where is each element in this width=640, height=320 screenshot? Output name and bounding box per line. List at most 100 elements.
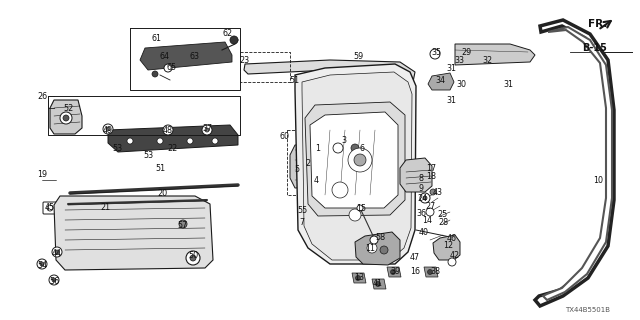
Polygon shape [433, 235, 460, 260]
Text: 49: 49 [103, 125, 113, 134]
Circle shape [367, 243, 377, 253]
Circle shape [157, 138, 163, 144]
Text: 36: 36 [416, 209, 426, 218]
Text: 2: 2 [305, 158, 310, 167]
Text: 46: 46 [447, 234, 457, 243]
Text: 62: 62 [223, 28, 233, 37]
Polygon shape [140, 42, 232, 70]
Text: 43: 43 [433, 188, 443, 196]
Text: 12: 12 [443, 241, 453, 250]
Text: 32: 32 [482, 55, 492, 65]
Text: 39: 39 [390, 267, 400, 276]
Circle shape [60, 112, 72, 124]
Circle shape [430, 49, 440, 59]
Text: 14: 14 [422, 215, 432, 225]
Circle shape [423, 196, 427, 200]
Circle shape [426, 208, 434, 216]
Text: 64: 64 [160, 52, 170, 60]
Text: 41: 41 [373, 278, 383, 287]
Text: 50: 50 [188, 252, 198, 260]
Text: 33: 33 [454, 55, 464, 65]
Text: 6: 6 [360, 143, 365, 153]
Text: 37: 37 [202, 124, 212, 132]
Circle shape [49, 275, 59, 285]
Circle shape [380, 246, 388, 254]
Polygon shape [424, 267, 438, 277]
Text: 44: 44 [52, 249, 62, 258]
FancyBboxPatch shape [43, 202, 57, 214]
Text: 9: 9 [419, 183, 424, 193]
Polygon shape [355, 232, 400, 265]
Text: 58: 58 [375, 233, 385, 242]
Polygon shape [428, 73, 454, 90]
Circle shape [47, 205, 53, 211]
Text: 29: 29 [462, 47, 472, 57]
Circle shape [428, 269, 433, 275]
Circle shape [37, 259, 47, 269]
Polygon shape [455, 44, 535, 65]
Text: 24: 24 [417, 194, 427, 203]
Text: 30: 30 [456, 79, 466, 89]
Text: 10: 10 [593, 175, 603, 185]
Text: FR.: FR. [588, 19, 608, 29]
Polygon shape [302, 72, 412, 260]
Text: 20: 20 [157, 188, 167, 197]
Text: 38: 38 [430, 267, 440, 276]
Text: 21: 21 [100, 203, 110, 212]
Text: 35: 35 [431, 47, 441, 57]
Text: 52: 52 [63, 103, 73, 113]
Circle shape [354, 154, 366, 166]
Text: 17: 17 [426, 164, 436, 172]
Polygon shape [244, 60, 415, 82]
Circle shape [357, 205, 363, 211]
Polygon shape [290, 140, 375, 188]
Polygon shape [400, 158, 432, 192]
Circle shape [106, 127, 110, 131]
Text: 45: 45 [45, 203, 55, 212]
Circle shape [179, 220, 187, 228]
Text: 51: 51 [289, 76, 299, 84]
Polygon shape [54, 196, 213, 270]
Text: TX44B5501B: TX44B5501B [566, 307, 611, 313]
Circle shape [52, 247, 62, 257]
Circle shape [348, 148, 372, 172]
Text: 48: 48 [163, 125, 173, 134]
Text: 25: 25 [438, 210, 448, 219]
Circle shape [332, 182, 348, 198]
Circle shape [52, 278, 56, 282]
Circle shape [205, 128, 209, 132]
Text: 51: 51 [155, 164, 165, 172]
Polygon shape [372, 279, 386, 289]
Text: 65: 65 [167, 62, 177, 71]
Circle shape [163, 125, 173, 135]
Text: 26: 26 [37, 92, 47, 100]
Text: 40: 40 [419, 228, 429, 236]
Circle shape [333, 143, 343, 153]
Text: 8: 8 [419, 173, 424, 182]
Text: 56: 56 [49, 276, 59, 285]
Circle shape [430, 189, 436, 195]
Circle shape [127, 138, 133, 144]
Text: 28: 28 [438, 218, 448, 227]
Circle shape [349, 209, 361, 221]
Text: 54: 54 [37, 260, 47, 269]
Polygon shape [535, 20, 614, 306]
Text: 31: 31 [446, 95, 456, 105]
Polygon shape [305, 102, 405, 216]
Text: 47: 47 [410, 253, 420, 262]
Polygon shape [387, 267, 401, 277]
Text: 61: 61 [152, 34, 162, 43]
Text: 3: 3 [342, 135, 346, 145]
Circle shape [103, 124, 113, 134]
Circle shape [351, 144, 359, 152]
Circle shape [187, 138, 193, 144]
Text: 15: 15 [356, 204, 366, 212]
Text: 42: 42 [450, 252, 460, 260]
Circle shape [152, 71, 158, 77]
Circle shape [355, 276, 360, 281]
Circle shape [370, 236, 378, 244]
Text: 57: 57 [178, 220, 188, 229]
Circle shape [390, 269, 396, 275]
Text: 31: 31 [503, 79, 513, 89]
Text: 60: 60 [279, 132, 289, 140]
